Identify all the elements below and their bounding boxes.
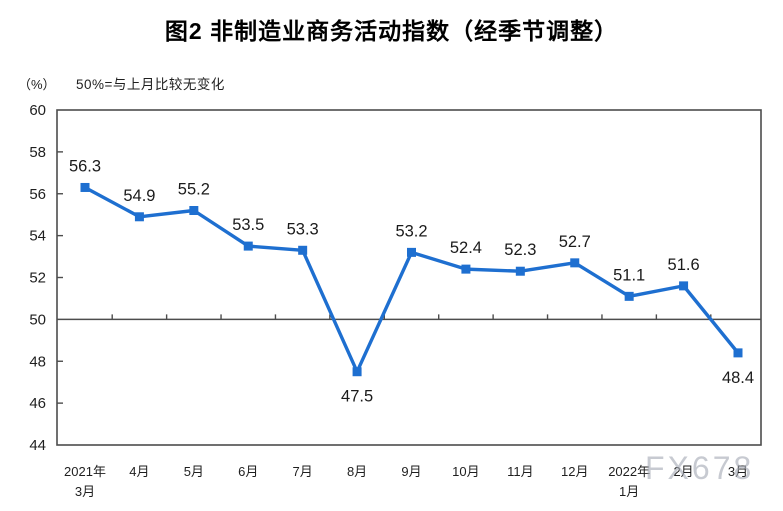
data-point-label: 54.9: [123, 187, 155, 205]
x-axis-label: 6月: [238, 464, 258, 479]
y-axis-tick-label: 48: [29, 353, 46, 370]
plot-border: [56, 109, 762, 446]
y-axis-unit-label: （%）: [18, 77, 56, 92]
x-axis-label: 4月: [129, 464, 149, 479]
data-point-marker: [134, 212, 144, 222]
data-point-marker: [515, 266, 525, 276]
reference-note: 50%=与上月比较无变化: [76, 77, 225, 92]
data-point-marker: [461, 264, 471, 274]
x-axis-label: 10月: [452, 464, 479, 479]
data-point-marker: [679, 281, 689, 291]
data-point-marker: [624, 291, 634, 301]
chart-title: 图2 非制造业商务活动指数（经季节调整）: [164, 18, 619, 44]
y-axis-tick-label: 54: [29, 228, 46, 245]
x-axis-label: 2022年: [608, 464, 650, 479]
data-point-marker: [352, 367, 362, 377]
data-point-label: 47.5: [341, 388, 373, 406]
data-point-label: 48.4: [722, 369, 754, 387]
y-axis-tick-label: 56: [29, 186, 46, 203]
data-point-marker: [298, 245, 308, 255]
data-point-marker: [407, 247, 416, 257]
x-axis-label: 12月: [561, 464, 588, 479]
x-axis-label: 7月: [293, 464, 313, 479]
data-point-label: 56.3: [69, 157, 101, 175]
data-point-marker: [80, 182, 90, 192]
y-axis-tick-label: 58: [29, 144, 46, 161]
watermark: FX678: [645, 450, 755, 486]
x-axis-label: 9月: [401, 464, 421, 479]
x-axis-label: 11月: [507, 464, 534, 479]
x-axis-label: 1月: [619, 484, 639, 499]
x-axis-label: 3月: [728, 464, 748, 479]
y-axis-tick-label: 52: [29, 270, 46, 287]
data-point-label: 51.6: [668, 256, 700, 274]
data-point-label: 52.3: [504, 241, 536, 259]
y-axis-tick-label: 44: [29, 437, 46, 454]
data-point-marker: [733, 348, 743, 358]
data-point-label: 51.1: [613, 266, 645, 284]
data-point-marker: [189, 206, 199, 215]
data-point-label: 55.2: [178, 181, 210, 199]
y-axis-tick-label: 46: [29, 395, 46, 412]
data-point-marker: [570, 258, 580, 268]
data-point-label: 53.3: [287, 220, 319, 238]
y-axis-tick-label: 50: [29, 311, 46, 328]
y-axis-tick-label: 60: [29, 102, 46, 119]
data-point-label: 52.7: [559, 233, 591, 251]
x-axis-label: 2月: [673, 464, 693, 479]
x-axis-label: 3月: [75, 484, 95, 499]
x-axis-label: 5月: [184, 464, 204, 479]
x-axis-label: 8月: [347, 464, 367, 479]
x-axis-label: 2021年: [64, 464, 106, 479]
data-point-label: 53.2: [395, 222, 427, 240]
data-point-marker: [243, 241, 253, 251]
data-point-label: 52.4: [450, 239, 482, 257]
data-point-label: 53.5: [232, 216, 264, 234]
